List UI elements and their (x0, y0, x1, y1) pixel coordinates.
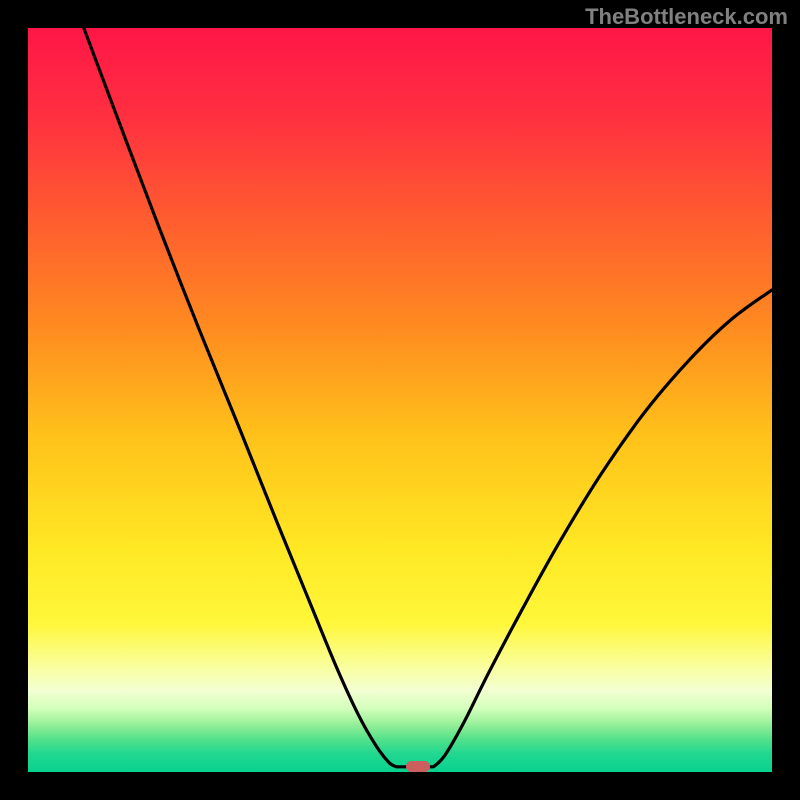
optimal-point-marker (406, 761, 430, 772)
bottleneck-curve (28, 28, 772, 772)
watermark-text: TheBottleneck.com (585, 4, 788, 30)
plot-area (28, 28, 772, 772)
